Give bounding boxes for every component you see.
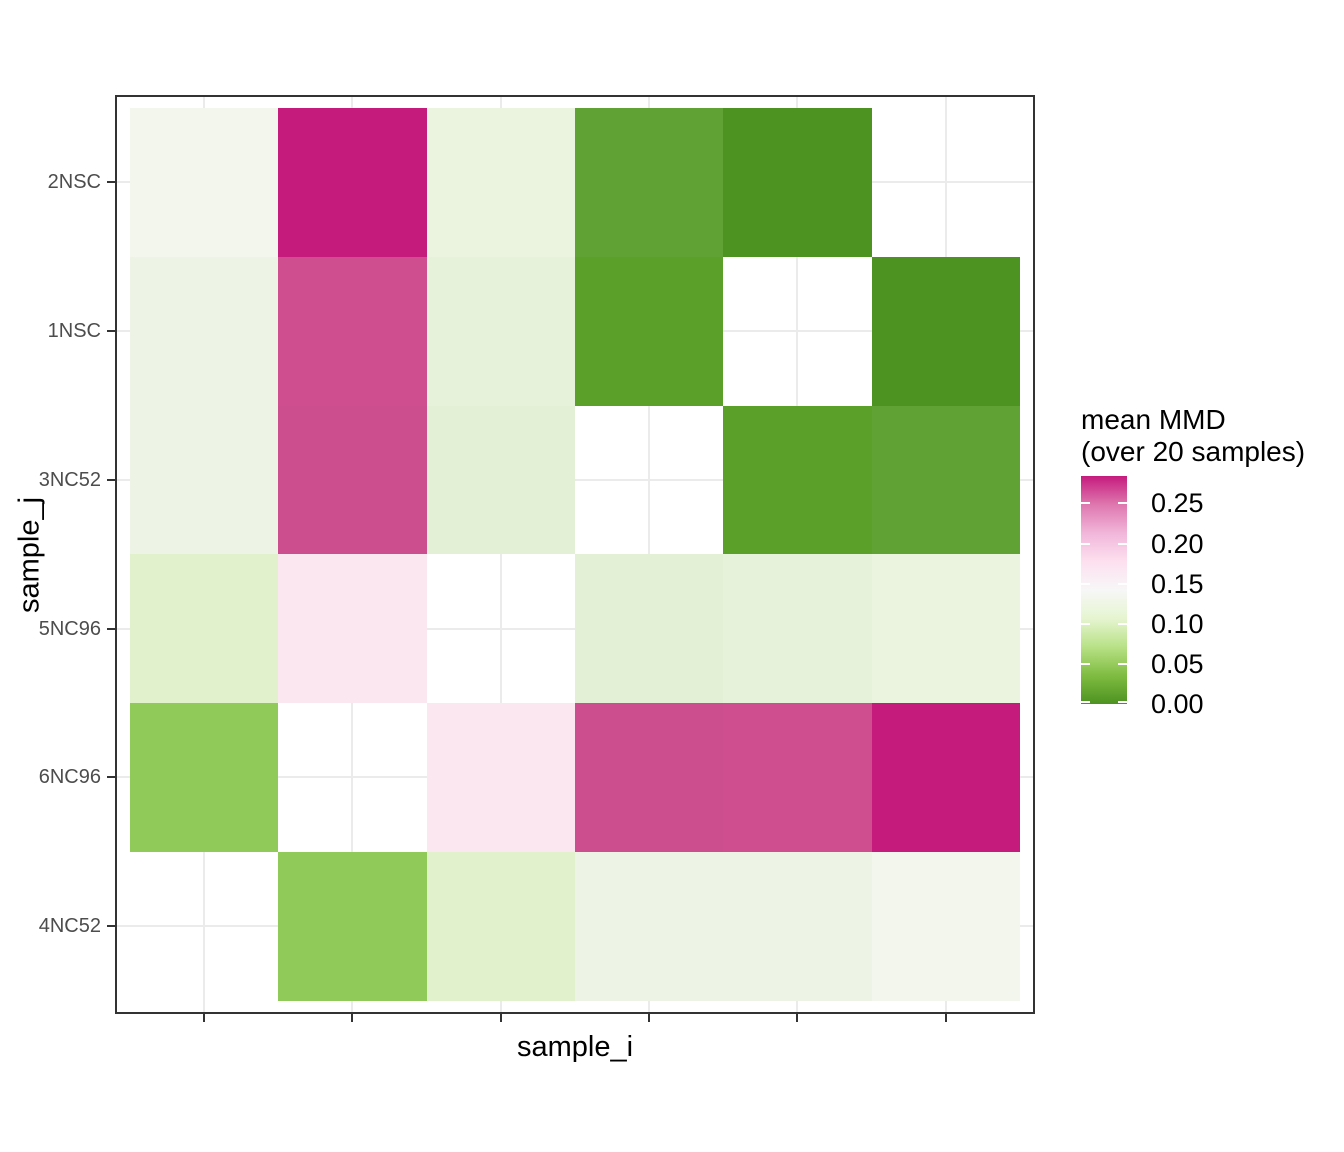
- legend-tick: [1081, 502, 1090, 504]
- heatmap-cell: [130, 257, 278, 406]
- legend-tick-label: 0.00: [1151, 689, 1204, 719]
- heatmap-cell: [130, 554, 278, 703]
- plot-panel: [115, 95, 1035, 1014]
- heatmap-cell: [427, 852, 575, 1001]
- legend-tick: [1118, 502, 1127, 504]
- y-axis-tick: [107, 330, 115, 332]
- y-tick-label: 3NC52: [38, 469, 101, 491]
- legend-tick: [1081, 701, 1090, 703]
- heatmap-cell: [130, 703, 278, 852]
- heatmap-cell: [427, 108, 575, 257]
- heatmap-cell: [723, 108, 872, 257]
- x-axis-tick: [500, 1014, 502, 1022]
- y-axis-tick: [107, 628, 115, 630]
- gridline-vertical: [500, 95, 502, 1014]
- heatmap-cell: [723, 852, 872, 1001]
- x-axis-tick: [351, 1014, 353, 1022]
- heatmap-cell: [723, 703, 872, 852]
- heatmap-cell: [872, 257, 1020, 406]
- heatmap-cell: [427, 406, 575, 554]
- legend-tick-label: 0.05: [1151, 649, 1204, 679]
- heatmap-cell: [278, 108, 427, 257]
- heatmap-cell: [872, 406, 1020, 554]
- heatmap-cell: [723, 554, 872, 703]
- heatmap-cell: [575, 108, 723, 257]
- legend-tick-label: 0.20: [1151, 529, 1204, 559]
- gridline-horizontal: [115, 479, 1035, 481]
- legend-tick: [1081, 543, 1090, 545]
- legend-tick: [1081, 583, 1090, 585]
- x-axis-tick: [203, 1014, 205, 1022]
- x-axis-title: sample_i: [516, 1031, 634, 1063]
- heatmap-cell: [575, 257, 723, 406]
- legend-tick-label: 0.25: [1151, 488, 1204, 518]
- legend-colorbar: [1081, 476, 1127, 704]
- legend-tick: [1118, 583, 1127, 585]
- heatmap-cell: [872, 852, 1020, 1001]
- heatmap-cell: [427, 257, 575, 406]
- heatmap-cell: [872, 554, 1020, 703]
- heatmap-tiles: [115, 95, 1035, 1014]
- legend-tick: [1118, 663, 1127, 665]
- heatmap-cell: [723, 406, 872, 554]
- y-tick-label: 5NC96: [38, 618, 101, 640]
- legend-tick: [1081, 623, 1090, 625]
- legend-title-line1: mean MMD: [1081, 404, 1226, 435]
- y-axis-tick: [107, 181, 115, 183]
- legend-title: mean MMD (over 20 samples): [1081, 404, 1305, 468]
- heatmap-cell: [278, 852, 427, 1001]
- x-axis-tick: [945, 1014, 947, 1022]
- y-axis-title: sample_j: [13, 496, 46, 614]
- heatmap-cell: [278, 257, 427, 406]
- heatmap-cell: [278, 554, 427, 703]
- legend-tick-label: 0.15: [1151, 569, 1204, 599]
- legend-tick: [1118, 543, 1127, 545]
- y-axis-tick: [107, 925, 115, 927]
- y-axis-tick: [107, 776, 115, 778]
- legend-tick-label: 0.10: [1151, 609, 1204, 639]
- y-tick-label: 6NC96: [38, 766, 101, 788]
- y-tick-label: 4NC52: [38, 915, 101, 937]
- heatmap-cell: [575, 554, 723, 703]
- heatmap-cell: [130, 108, 278, 257]
- x-axis-tick: [648, 1014, 650, 1022]
- heatmap-cell: [427, 703, 575, 852]
- legend-title-line2: (over 20 samples): [1081, 436, 1306, 467]
- legend-tick: [1081, 663, 1090, 665]
- legend-tick: [1118, 701, 1127, 703]
- heatmap-cell: [278, 406, 427, 554]
- heatmap-cell: [575, 703, 723, 852]
- heatmap-cell: [872, 703, 1020, 852]
- heatmap-cell: [130, 406, 278, 554]
- x-axis-tick: [796, 1014, 798, 1022]
- y-tick-label: 1NSC: [47, 320, 101, 342]
- legend-tick: [1118, 623, 1127, 625]
- y-axis-tick: [107, 479, 115, 481]
- heatmap-cell: [575, 852, 723, 1001]
- y-tick-label: 2NSC: [47, 171, 101, 193]
